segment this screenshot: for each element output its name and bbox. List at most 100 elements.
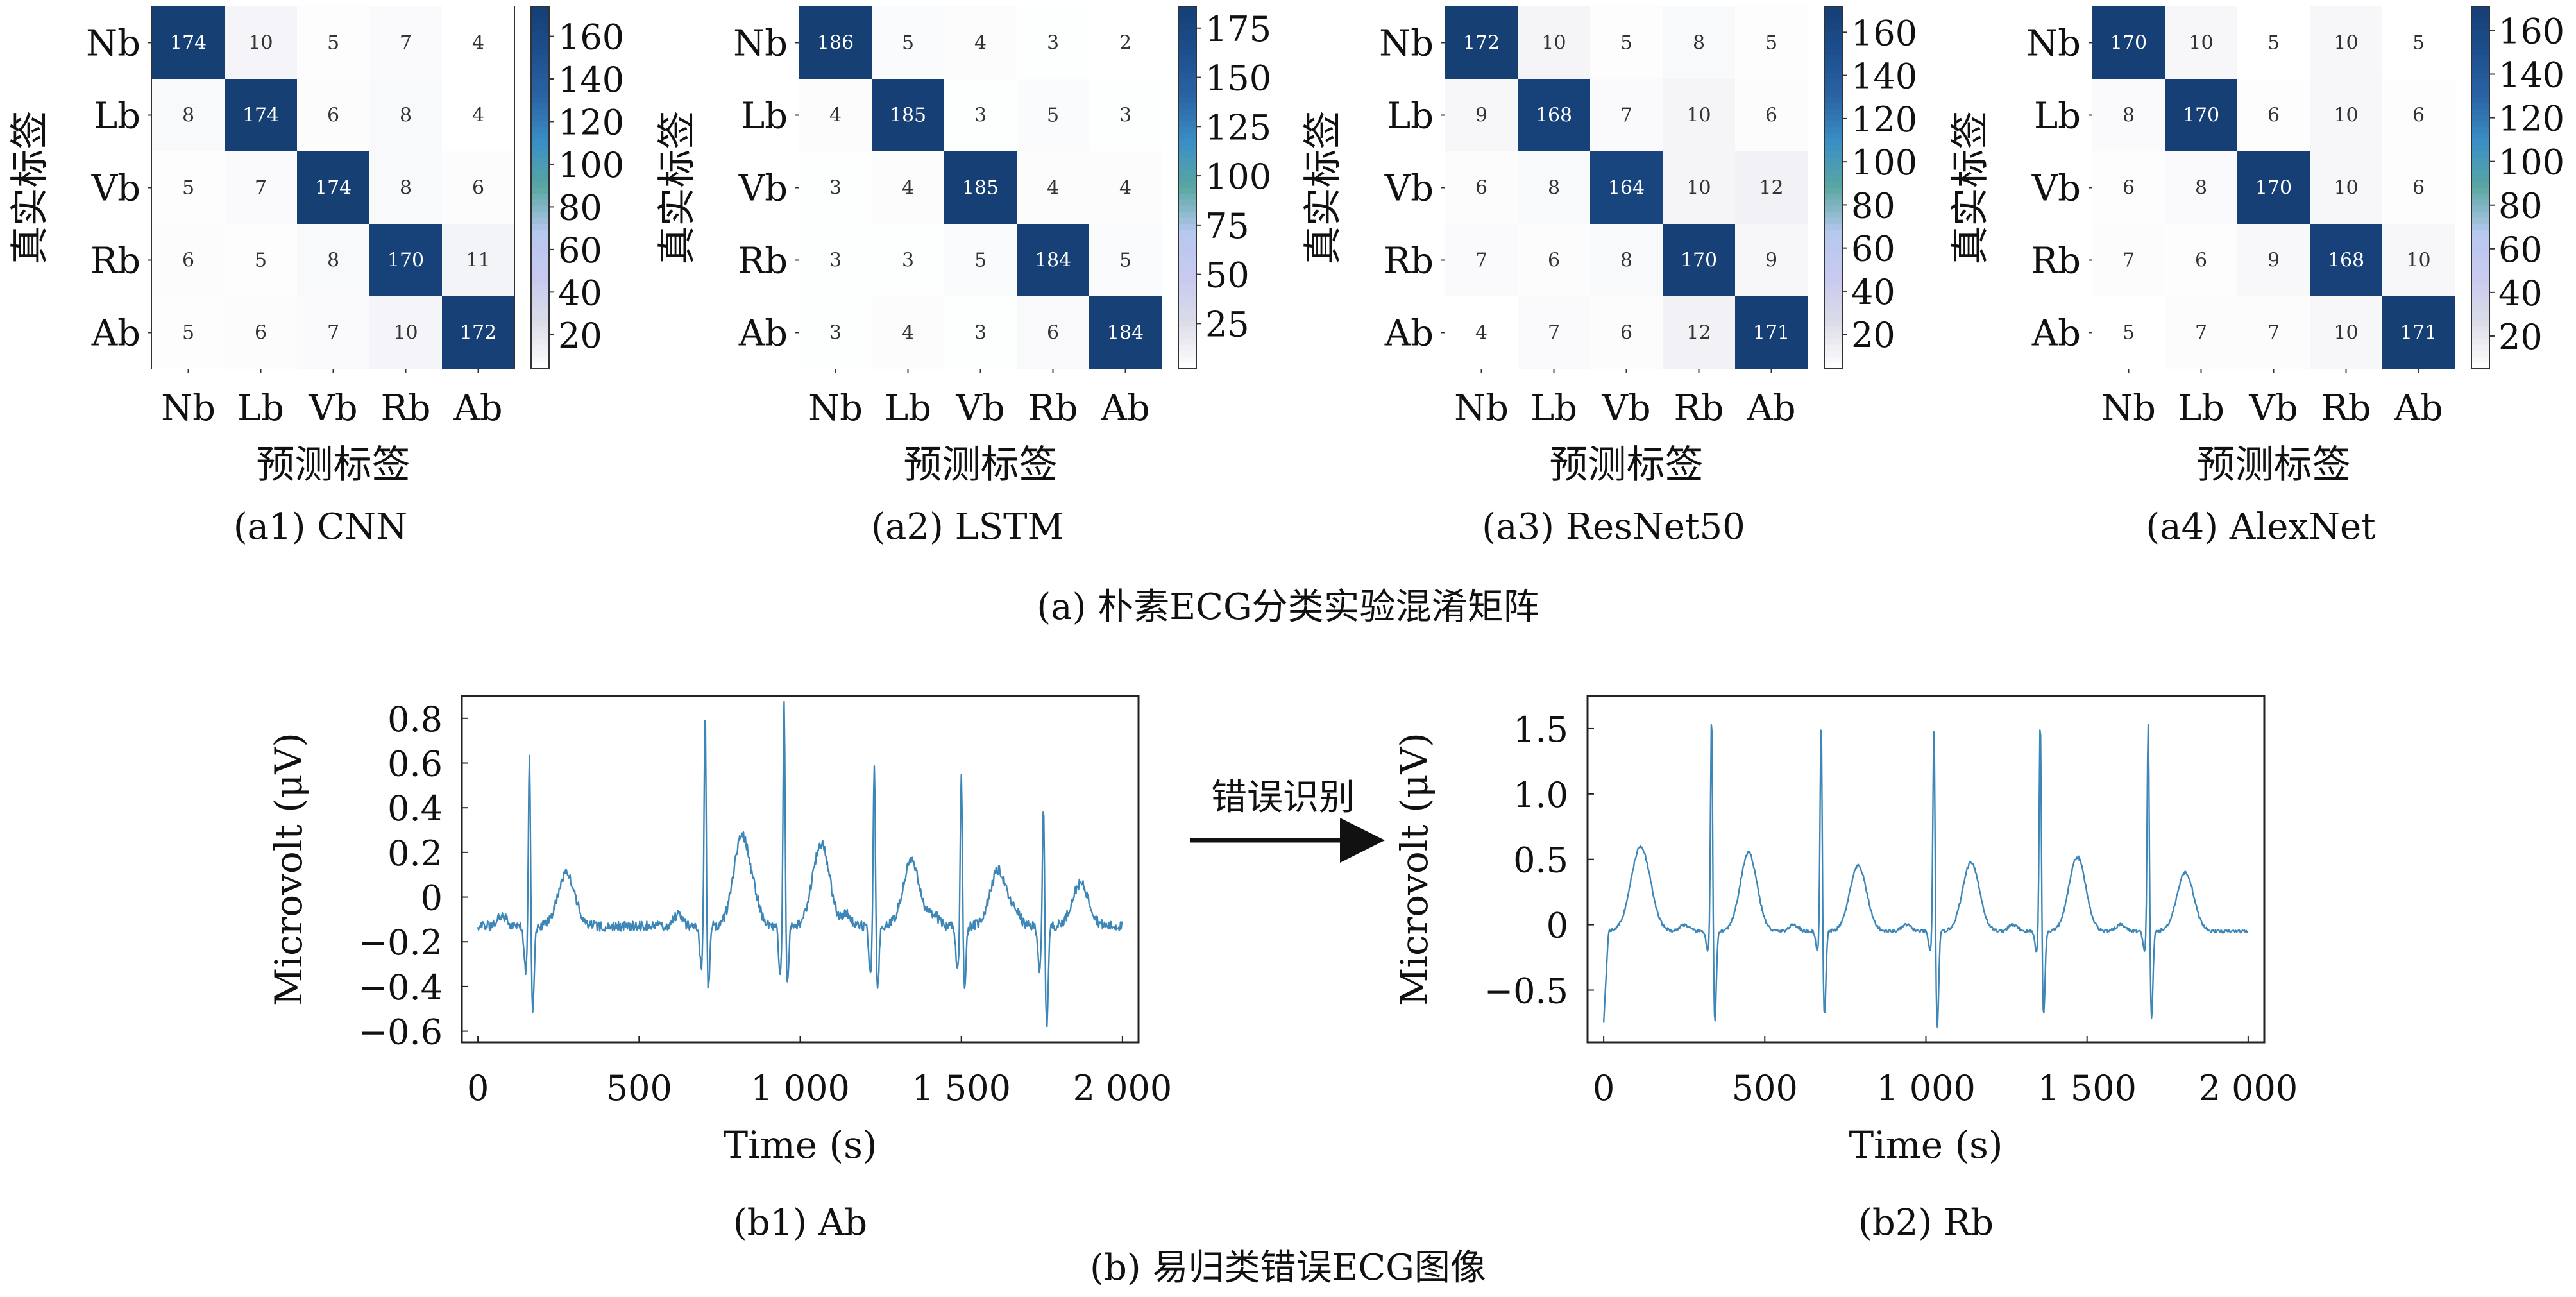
colorbar-segment (531, 187, 549, 194)
colorbar-segment (2471, 193, 2489, 200)
y-tick-label: Vb (91, 168, 140, 210)
colorbar-segment (1178, 30, 1196, 37)
y-axis-label: Microvolt (μV) (1393, 733, 1436, 1006)
colorbar-segment (1824, 344, 1842, 352)
x-tick-label: 0 (1593, 1068, 1614, 1108)
ecg-line (1602, 724, 2249, 1029)
cell-value: 171 (2400, 322, 2437, 344)
cell-value: 6 (327, 105, 339, 127)
colorbar-segment (2471, 266, 2489, 273)
cell-value: 10 (2334, 322, 2358, 344)
x-tick-label: Nb (161, 387, 216, 429)
colorbar-segment (2471, 103, 2489, 110)
colorbar-segment (2471, 97, 2489, 104)
colorbar-segment (2471, 67, 2489, 74)
x-tick-label: 1 500 (2037, 1068, 2137, 1108)
colorbar-segment (1178, 314, 1196, 321)
colorbar-segment (1178, 103, 1196, 110)
subcaption: (a4) AlexNet (2146, 506, 2376, 548)
matrix-cell (2310, 6, 2382, 79)
colorbar-segment (1824, 272, 1842, 279)
matrix-cell (944, 6, 1017, 79)
colorbar-segment (2471, 199, 2489, 207)
colorbar-segment (1178, 175, 1196, 182)
cell-value: 170 (2183, 105, 2219, 127)
cell-value: 7 (327, 322, 339, 344)
matrix-cell (2165, 79, 2237, 151)
colorbar-segment (531, 79, 549, 86)
colorbar-frame (2471, 6, 2490, 369)
confusion-matrices: 174 10 5 7 4 8 174 6 8 4 5 7 174 8 6 6 5 8 170 11 5 6 7 10 172 Nb… (8, 6, 2564, 548)
colorbar-segment (531, 230, 549, 237)
matrix-cell (369, 6, 442, 79)
cell-value: 184 (1107, 322, 1144, 344)
cell-value: 5 (182, 177, 194, 199)
matrix-cell (1089, 151, 1162, 224)
colorbar-segment (2471, 42, 2489, 49)
colorbar-segment (2471, 85, 2489, 92)
y-tick-label: 0.5 (1513, 840, 1568, 881)
colorbar-segment (2471, 314, 2489, 321)
colorbar-segment (2471, 139, 2489, 146)
cell-value: 184 (1035, 250, 1071, 272)
colorbar-tick-label: 40 (2498, 273, 2543, 314)
colorbar-segment (2471, 157, 2489, 164)
colorbar-segment (531, 133, 549, 140)
colorbar-segment (1824, 357, 1842, 364)
colorbar-segment (2471, 357, 2489, 364)
matrix-cell (799, 6, 872, 79)
matrix-cell (152, 296, 225, 369)
colorbar-segment (1178, 344, 1196, 352)
matrix-cell (442, 79, 514, 151)
matrix-cell (799, 296, 872, 369)
colorbar-segment (1178, 284, 1196, 291)
cell-value: 10 (2189, 32, 2213, 55)
matrix-cell (369, 296, 442, 369)
colorbar-segment (2471, 90, 2489, 97)
y-tick-label: Rb (738, 241, 788, 282)
colorbar-segment (531, 157, 549, 164)
colorbar-segment (1178, 338, 1196, 345)
cell-value: 6 (2412, 105, 2425, 127)
colorbar-segment (1824, 30, 1842, 37)
colorbar-segment (1178, 163, 1196, 170)
matrix-cell (2382, 79, 2455, 151)
colorbar-tick-label: 100 (1205, 157, 1271, 197)
x-tick-label: Nb (808, 387, 863, 429)
colorbar-segment (531, 344, 549, 352)
y-tick-label: −0.2 (359, 922, 443, 963)
confusion-matrix-panel: 174 10 5 7 4 8 174 6 8 4 5 7 174 8 6 6 5 8 170 11 5 6 7 10 172 Nb… (8, 6, 624, 548)
cell-value: 7 (2123, 250, 2135, 272)
cell-value: 7 (1548, 322, 1560, 344)
colorbar-segment (531, 55, 549, 62)
colorbar-segment (1824, 97, 1842, 104)
cell-value: 6 (182, 250, 194, 272)
colorbar-segment (2471, 169, 2489, 176)
colorbar-segment (1824, 121, 1842, 128)
cell-value: 5 (2412, 32, 2425, 55)
matrix-cell (442, 6, 514, 79)
colorbar-segment (531, 332, 549, 339)
cell-value: 11 (466, 250, 490, 272)
matrix-cell (1518, 151, 1590, 224)
y-tick-label: Ab (91, 313, 140, 355)
colorbar-tick-label: 75 (1205, 206, 1250, 246)
matrix-cell (944, 296, 1017, 369)
colorbar-segment (1824, 314, 1842, 321)
colorbar-tick-label: 100 (2498, 142, 2564, 183)
colorbar-segment (1824, 320, 1842, 327)
cell-value: 5 (1765, 32, 1777, 55)
colorbar-segment (531, 12, 549, 19)
matrix-cell (442, 151, 514, 224)
colorbar-segment (1824, 6, 1842, 13)
matrix-cell (1445, 151, 1518, 224)
colorbar-segment (2471, 230, 2489, 237)
colorbar-segment (2471, 115, 2489, 122)
y-tick-label: Ab (738, 313, 788, 355)
matrix-cell (225, 6, 297, 79)
matrix-cell (225, 79, 297, 151)
cell-value: 7 (2267, 322, 2280, 344)
cell-value: 171 (1753, 322, 1790, 344)
ecg-line (477, 700, 1123, 1028)
